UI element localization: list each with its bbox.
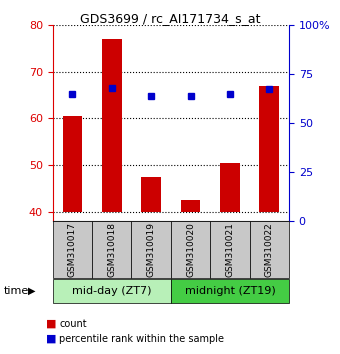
Text: GSM310019: GSM310019 — [147, 222, 156, 277]
Text: percentile rank within the sample: percentile rank within the sample — [59, 334, 224, 344]
Text: GSM310021: GSM310021 — [225, 222, 234, 277]
Bar — [53, 221, 92, 278]
Bar — [63, 116, 82, 212]
Bar — [210, 221, 250, 278]
Text: GDS3699 / rc_AI171734_s_at: GDS3699 / rc_AI171734_s_at — [80, 12, 260, 25]
Text: ▶: ▶ — [28, 286, 35, 296]
Bar — [181, 200, 200, 212]
Bar — [250, 221, 289, 278]
Text: time: time — [3, 286, 29, 296]
Bar — [171, 279, 289, 303]
Bar — [171, 221, 210, 278]
Text: ■: ■ — [46, 319, 56, 329]
Bar — [132, 221, 171, 278]
Bar — [92, 221, 132, 278]
Bar — [53, 279, 171, 303]
Text: GSM310018: GSM310018 — [107, 222, 116, 277]
Bar — [102, 39, 122, 212]
Bar — [259, 86, 279, 212]
Bar — [141, 177, 161, 212]
Text: midnight (ZT19): midnight (ZT19) — [185, 286, 275, 296]
Text: mid-day (ZT7): mid-day (ZT7) — [72, 286, 152, 296]
Text: GSM310022: GSM310022 — [265, 222, 274, 277]
Text: ■: ■ — [46, 334, 56, 344]
Bar — [220, 163, 240, 212]
Text: count: count — [59, 319, 87, 329]
Text: GSM310020: GSM310020 — [186, 222, 195, 277]
Text: GSM310017: GSM310017 — [68, 222, 77, 277]
